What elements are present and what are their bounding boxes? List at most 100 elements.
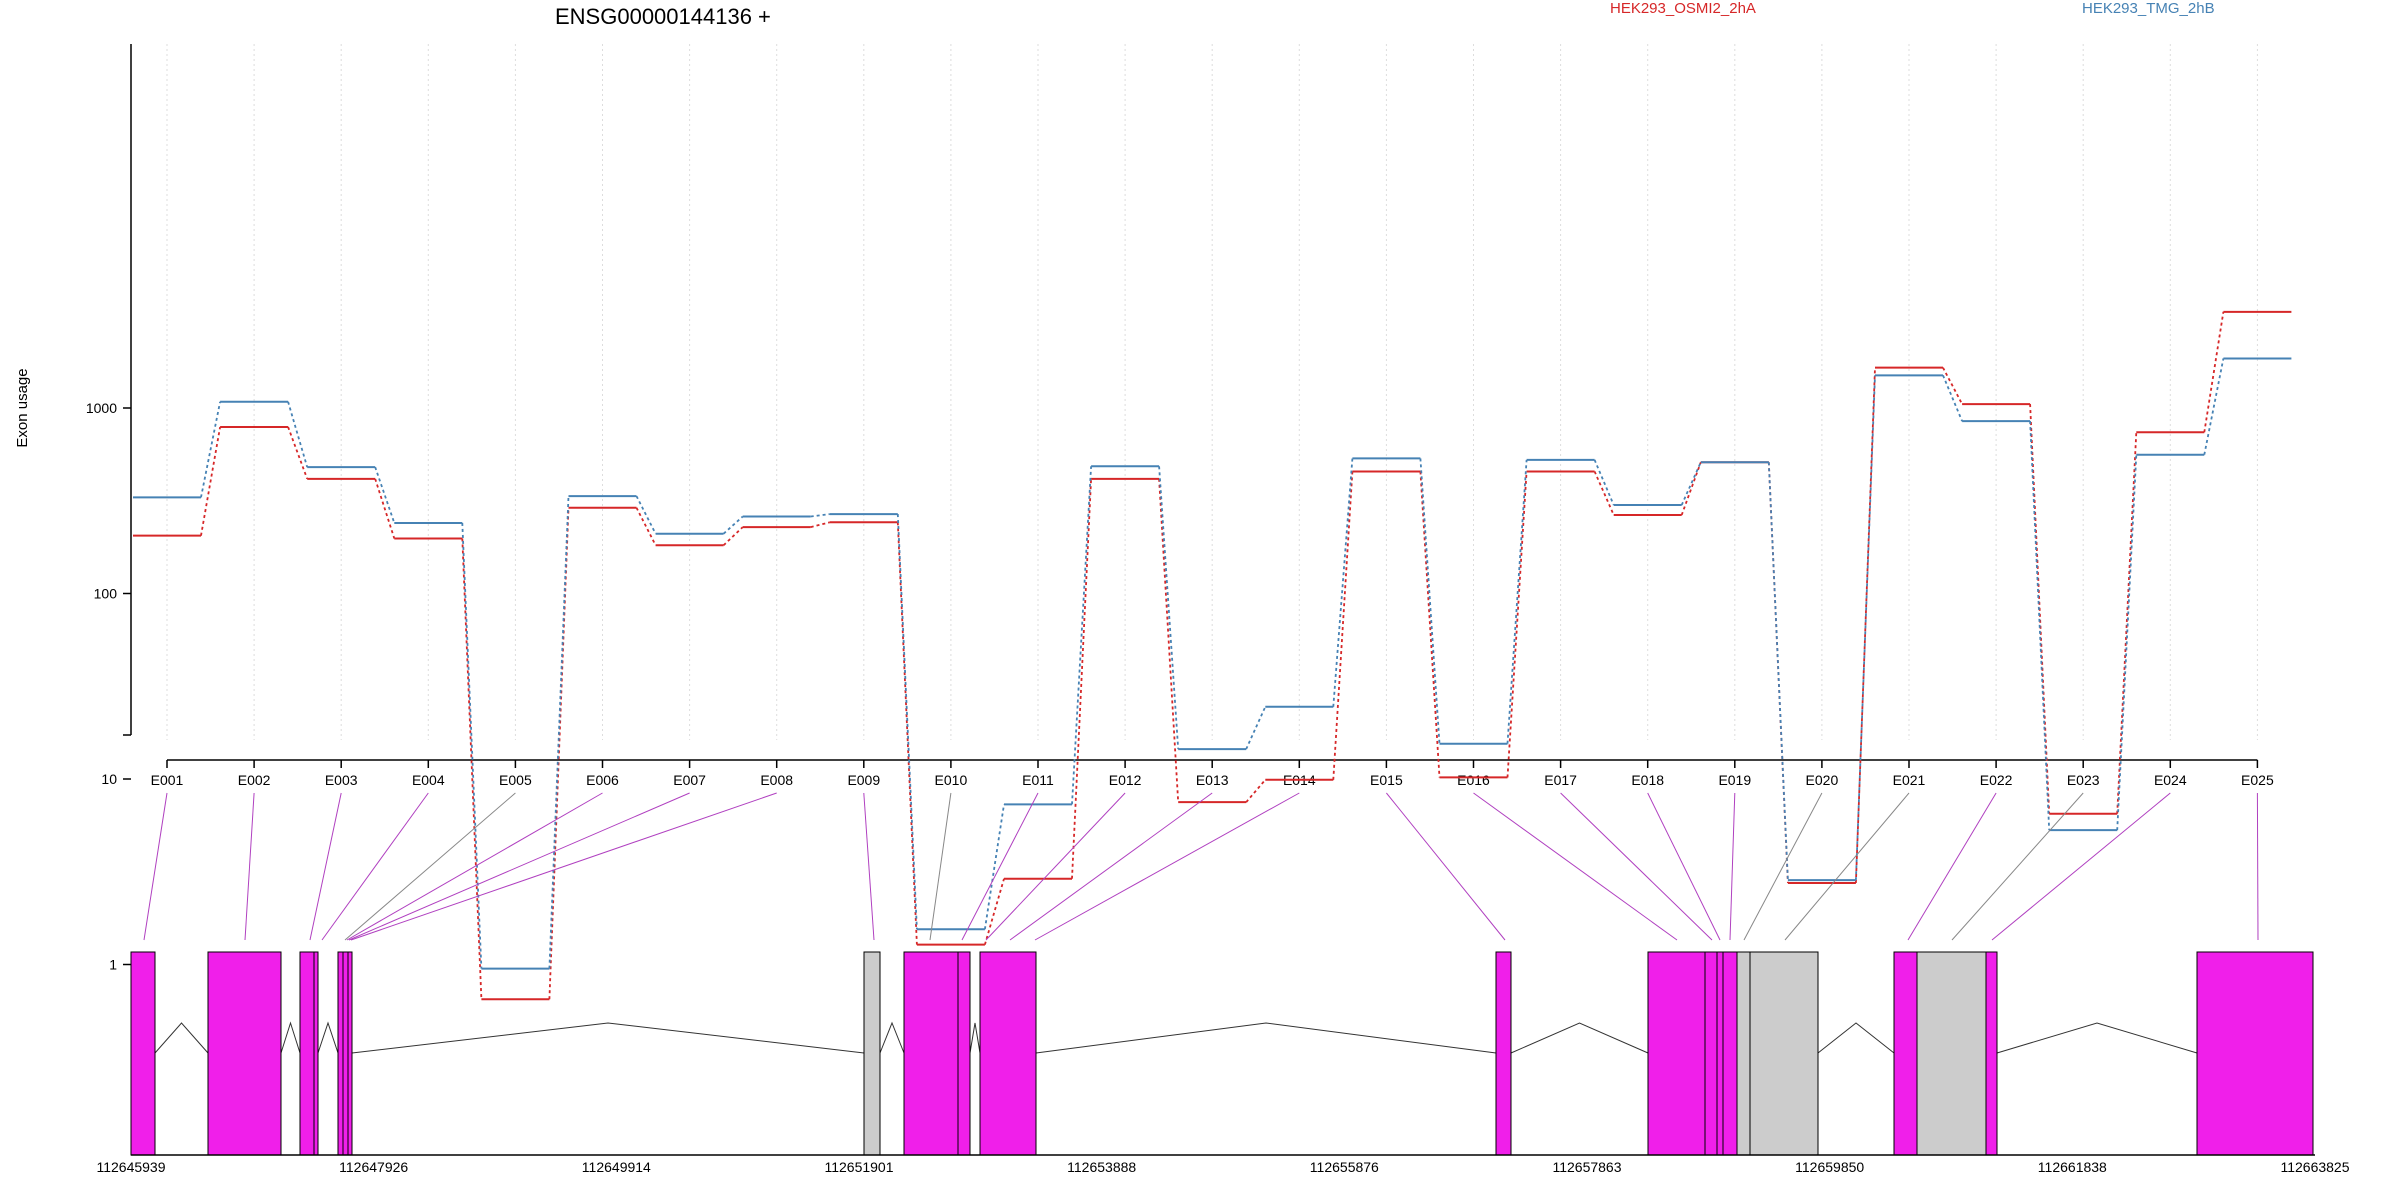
step-connector	[374, 478, 396, 539]
step-connector	[548, 496, 570, 969]
x-tick-label-e020: E020	[1806, 772, 1839, 788]
exon-box	[342, 951, 349, 1156]
step-connector	[722, 515, 744, 535]
exon-connector-lines	[143, 792, 2259, 941]
step-connector	[1855, 375, 1876, 881]
coordinate-label-9: 112661838	[2038, 1159, 2107, 1175]
step-connector	[722, 526, 744, 546]
coordinate-label-8: 112659850	[1795, 1159, 1864, 1175]
step-connector	[287, 401, 309, 468]
intron-line	[969, 1022, 981, 1054]
x-tick-label-e003: E003	[325, 772, 358, 788]
step-connector	[461, 522, 483, 969]
step-connector	[1506, 471, 1528, 778]
step-connector	[1593, 459, 1615, 506]
connector-e019	[1729, 792, 1736, 941]
connector-e009	[863, 792, 875, 941]
connector-e016	[1473, 792, 1678, 941]
intron-line	[1996, 1022, 2198, 1054]
gridlines	[166, 44, 2258, 740]
series-2	[133, 357, 2292, 970]
step-connector	[2029, 421, 2051, 831]
x-tick-label-e018: E018	[1631, 772, 1664, 788]
x-tick-label-e013: E013	[1196, 772, 1229, 788]
step-connector	[1158, 478, 1180, 803]
step-connector	[1680, 461, 1702, 506]
connector-e017	[1560, 792, 1713, 941]
exon-box	[1722, 951, 1738, 1156]
connector-e008	[350, 792, 777, 941]
connector-e007	[348, 792, 690, 941]
step-connector	[548, 507, 570, 1000]
step-connector	[1071, 478, 1092, 879]
step-connector	[461, 538, 483, 1000]
exon-box	[313, 951, 319, 1156]
exon-box	[1495, 951, 1512, 1156]
coordinate-label-3: 112649914	[582, 1159, 651, 1175]
exon-box	[903, 951, 959, 1156]
x-tick-label-e001: E001	[151, 772, 184, 788]
connector-e011	[961, 792, 1039, 941]
coordinate-label-5: 112653888	[1067, 1159, 1136, 1175]
x-tick-label-e024: E024	[2154, 772, 2187, 788]
step-connector	[1942, 374, 1963, 422]
step-connector	[1767, 462, 1789, 881]
step-connector	[1158, 466, 1180, 750]
exon-box	[1647, 951, 1706, 1156]
intron-line	[351, 1022, 865, 1054]
connector-e023	[1951, 792, 2084, 941]
connector-e020	[1743, 792, 1823, 941]
x-tick-label-e007: E007	[673, 772, 706, 788]
step-connector	[1245, 706, 1267, 750]
step-connector	[1942, 367, 1963, 405]
exon-box	[347, 951, 353, 1156]
coordinate-label-10: 112663825	[2280, 1159, 2349, 1175]
exon-box	[130, 951, 156, 1156]
intron-line	[1510, 1022, 1649, 1054]
intron-line	[879, 1021, 905, 1054]
connector-e024	[1991, 792, 2171, 941]
step-connector	[2203, 311, 2225, 433]
connector-e012	[985, 792, 1126, 941]
series-lines	[133, 310, 2292, 1001]
exon-box	[1736, 951, 1751, 1156]
step-connector	[1855, 367, 1876, 884]
connector-e006	[346, 792, 603, 941]
x-tick-label-e019: E019	[1718, 772, 1751, 788]
connector-e015	[1386, 792, 1506, 941]
x-tick-label-e005: E005	[499, 772, 532, 788]
step-connector	[896, 522, 918, 945]
x-tick-label-e008: E008	[760, 772, 793, 788]
connector-e014	[1034, 792, 1300, 941]
step-connector	[1332, 458, 1354, 707]
intron-line	[154, 1022, 209, 1054]
step-connector	[2203, 358, 2225, 455]
connector-e021	[1784, 792, 1910, 941]
gene-model	[130, 951, 2315, 1156]
exon-box	[863, 951, 881, 1156]
x-tick-label-e025: E025	[2241, 772, 2274, 788]
coordinate-label-2: 112647926	[339, 1159, 408, 1175]
step-connector	[287, 426, 309, 480]
step-connector	[810, 521, 831, 528]
y-tick-label-10: 10	[101, 771, 117, 787]
step-connector	[1419, 471, 1441, 778]
y-axis-label: Exon usage	[14, 368, 31, 447]
y-axis: 1 10 100 1000	[86, 44, 132, 973]
x-tick-label-e012: E012	[1109, 772, 1142, 788]
exon-box	[1704, 951, 1718, 1156]
connector-e018	[1647, 792, 1721, 941]
step-connector	[2116, 432, 2138, 814]
legend-entry-series-2: HEK293_TMG_2hB	[2082, 0, 2215, 17]
x-tick-label-e017: E017	[1544, 772, 1577, 788]
connector-e004	[321, 792, 429, 941]
exon-box	[1916, 951, 1987, 1156]
x-tick-label-e006: E006	[586, 772, 619, 788]
step-connector	[635, 495, 657, 535]
step-connector	[1506, 459, 1528, 744]
x-tick-label-e011: E011	[1022, 772, 1054, 788]
x-tick-label-e021: E021	[1893, 772, 1926, 788]
intron-line	[1817, 1022, 1895, 1054]
exon-box	[1716, 951, 1724, 1156]
